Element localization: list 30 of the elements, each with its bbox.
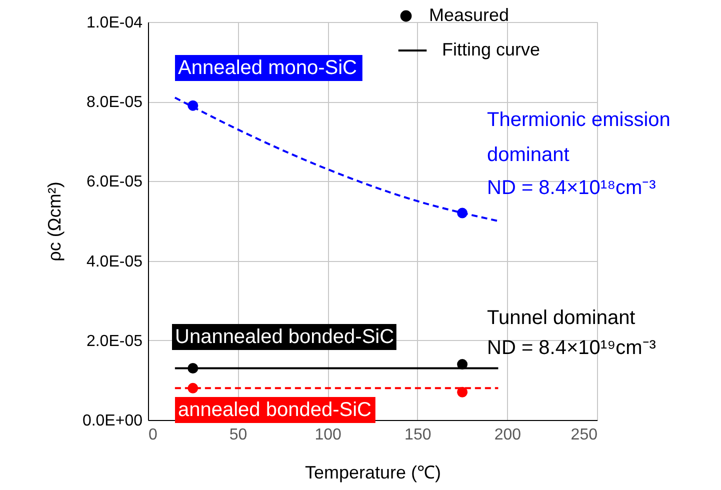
point bbox=[188, 382, 198, 394]
legend-label: Measured bbox=[429, 5, 510, 25]
x-tick-label: 150 bbox=[404, 426, 432, 444]
y-tick-label: 6.0E-05 bbox=[86, 174, 143, 191]
annotation: Unannealed bonded-SiC bbox=[175, 326, 394, 348]
annotation: ND = 8.4×10¹⁸cm⁻³ bbox=[487, 177, 656, 199]
point bbox=[457, 386, 468, 398]
x-tick-label: 250 bbox=[570, 426, 598, 444]
y-tick-label: 8.0E-05 bbox=[86, 94, 143, 112]
point bbox=[457, 359, 468, 370]
annotation: annealed bonded-SiC bbox=[178, 399, 372, 421]
annotation: Annealed mono-SiC bbox=[178, 57, 357, 79]
x-tick-label: 50 bbox=[229, 426, 248, 444]
y-tick-label: 1.0E-04 bbox=[86, 14, 143, 32]
y-tick-label: 2.0E-05 bbox=[86, 332, 143, 350]
y-tick-label: 4.0E-05 bbox=[86, 253, 143, 270]
legend-label: Fitting curve bbox=[442, 40, 540, 60]
annotation: Thermionic emission bbox=[487, 109, 670, 131]
x-axis-title: Temperature (℃) bbox=[304, 462, 442, 482]
annotation: dominant bbox=[487, 144, 570, 166]
x-tick-label: 200 bbox=[494, 426, 522, 444]
point bbox=[188, 100, 198, 111]
x-tick-label: 0 bbox=[148, 426, 158, 444]
annotation: Tunnel dominant bbox=[487, 307, 636, 329]
y-tick-label: 0.0E+00 bbox=[82, 412, 143, 430]
point bbox=[457, 208, 468, 218]
x-tick-label: 100 bbox=[314, 426, 342, 444]
annotation: ND = 8.4×10¹⁹cm⁻³ bbox=[487, 337, 656, 359]
y-axis-title: ρc (Ωcm²) bbox=[44, 182, 64, 262]
point bbox=[188, 363, 198, 374]
